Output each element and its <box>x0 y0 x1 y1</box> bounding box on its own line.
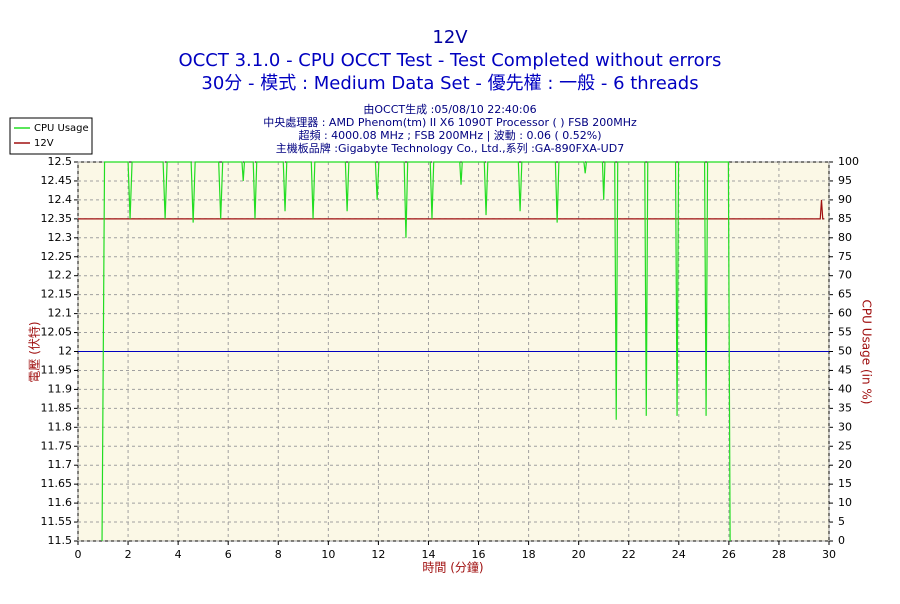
y2-tick-label: 100 <box>838 155 859 168</box>
y-tick-label: 12.5 <box>48 155 73 168</box>
legend-box <box>9 117 93 155</box>
x-axis-title: 時間 (分鐘) <box>422 560 483 575</box>
y-tick-label: 12.25 <box>41 250 73 263</box>
y-tick-label: 11.9 <box>48 382 73 395</box>
y2-tick-label: 65 <box>838 288 852 301</box>
y-tick-label: 12.35 <box>41 212 73 225</box>
x-tick-label: 6 <box>225 548 232 561</box>
chart-title: 12V <box>432 27 468 48</box>
y2-tick-label: 50 <box>838 345 852 358</box>
y-tick-label: 11.95 <box>41 363 73 376</box>
y-tick-label: 12.1 <box>48 307 73 320</box>
y2-tick-label: 30 <box>838 420 852 433</box>
x-tick-label: 16 <box>472 548 486 561</box>
info-line: 主機板品牌 :Gigabyte Technology Co., Ltd.,系列 … <box>276 141 624 155</box>
y2-tick-label: 5 <box>838 515 845 528</box>
y-tick-label: 11.6 <box>48 496 73 509</box>
x-tick-label: 10 <box>321 548 335 561</box>
x-tick-label: 22 <box>622 548 636 561</box>
y-tick-label: 12 <box>58 345 72 358</box>
y2-tick-label: 70 <box>838 269 852 282</box>
info-line: 由OCCT生成 :05/08/10 22:40:06 <box>363 102 536 116</box>
y-tick-label: 12.15 <box>41 288 73 301</box>
x-tick-label: 2 <box>125 548 132 561</box>
y-tick-label: 11.5 <box>48 534 73 547</box>
y2-tick-label: 15 <box>838 477 852 490</box>
y2-tick-label: 75 <box>838 250 852 263</box>
y2-tick-label: 0 <box>838 534 845 547</box>
y-tick-label: 11.85 <box>41 401 73 414</box>
y-tick-label: 11.7 <box>48 458 73 471</box>
x-tick-label: 14 <box>421 548 435 561</box>
y-tick-label: 12.45 <box>41 174 73 187</box>
y2-tick-label: 55 <box>838 326 852 339</box>
x-tick-label: 28 <box>772 548 786 561</box>
x-tick-label: 4 <box>175 548 182 561</box>
info-line: 中央處理器 : AMD Phenom(tm) II X6 1090T Proce… <box>263 115 637 129</box>
info-line: 超頻 : 4000.08 MHz ; FSB 200MHz | 波動 : 0.0… <box>298 128 601 142</box>
y2-tick-label: 80 <box>838 231 852 244</box>
x-tick-label: 20 <box>572 548 586 561</box>
data-line <box>78 199 824 220</box>
x-tick-label: 30 <box>822 548 836 561</box>
y-tick-label: 11.55 <box>41 515 73 528</box>
y-tick-label: 11.8 <box>48 420 73 433</box>
x-tick-label: 0 <box>75 548 82 561</box>
y-axis-title: 電壓 (伏特) <box>27 321 42 382</box>
y-tick-label: 11.65 <box>41 477 73 490</box>
y-tick-label: 12.2 <box>48 269 73 282</box>
y2-tick-label: 90 <box>838 193 852 206</box>
legend-label: CPU Usage <box>34 123 89 134</box>
y2-tick-label: 40 <box>838 382 852 395</box>
x-tick-label: 26 <box>722 548 736 561</box>
x-tick-label: 24 <box>672 548 686 561</box>
y2-tick-label: 45 <box>838 363 852 376</box>
x-tick-label: 12 <box>371 548 385 561</box>
y-tick-label: 12.05 <box>41 326 73 339</box>
legend-label: 12V <box>34 138 54 149</box>
y2-axis-title: CPU Usage (in %) <box>860 300 874 405</box>
chart-subtitle: OCCT 3.1.0 - CPU OCCT Test - Test Comple… <box>179 50 722 71</box>
y2-tick-label: 95 <box>838 174 852 187</box>
chart-subtitle: 30分 - 模式 : Medium Data Set - 優先權 : 一般 - … <box>201 73 698 94</box>
y2-tick-label: 60 <box>838 307 852 320</box>
y2-tick-label: 10 <box>838 496 852 509</box>
x-tick-label: 18 <box>522 548 536 561</box>
y2-tick-label: 85 <box>838 212 852 225</box>
y2-tick-label: 20 <box>838 458 852 471</box>
y-tick-label: 11.75 <box>41 439 73 452</box>
y-tick-label: 12.3 <box>48 231 73 244</box>
y-tick-label: 12.4 <box>48 193 73 206</box>
data-line <box>101 161 731 542</box>
y2-tick-label: 25 <box>838 439 852 452</box>
x-tick-label: 8 <box>275 548 282 561</box>
y2-tick-label: 35 <box>838 401 852 414</box>
